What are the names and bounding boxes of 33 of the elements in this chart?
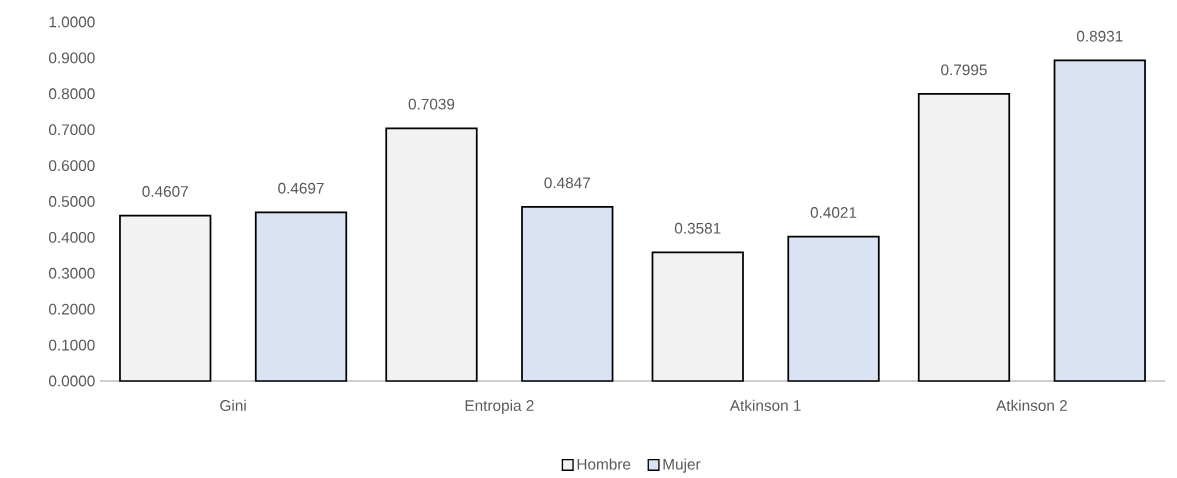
data-label: 0.4847 <box>544 177 590 189</box>
data-label: 0.8931 <box>1076 30 1123 42</box>
x-tick-label: Atkinson 2 <box>996 399 1067 411</box>
data-label: 0.4021 <box>810 207 857 218</box>
bar <box>651 251 744 382</box>
x-tick-label: Entropia 2 <box>465 399 534 414</box>
data-label: 0.3581 <box>674 222 721 234</box>
bar <box>385 127 478 382</box>
y-tick-label: 0.1000 <box>49 339 95 351</box>
data-label: 0.7995 <box>941 64 987 76</box>
y-tick-label: 1.0000 <box>49 16 95 28</box>
data-label: 0.7039 <box>408 98 455 110</box>
y-tick-label: 0.9000 <box>49 52 95 64</box>
y-tick-label: 0.0000 <box>49 375 95 387</box>
legend-label: Hombre <box>577 458 631 470</box>
legend-label: Mujer <box>663 458 701 473</box>
bar <box>787 235 880 382</box>
y-tick-label: 0.7000 <box>49 124 95 136</box>
y-tick-label: 0.4000 <box>49 231 95 243</box>
data-label: 0.4697 <box>278 182 324 194</box>
x-tick-label: Atkinson 1 <box>729 399 801 411</box>
bar <box>1053 59 1146 382</box>
bar <box>917 93 1011 382</box>
bar <box>521 206 614 382</box>
bar <box>254 211 348 382</box>
bar <box>119 214 212 382</box>
y-tick-label: 0.8000 <box>49 88 95 100</box>
data-label: 0.4607 <box>142 186 188 197</box>
y-tick-label: 0.5000 <box>49 196 95 207</box>
y-tick-label: 0.6000 <box>49 160 95 172</box>
y-tick-label: 0.2000 <box>49 303 95 315</box>
y-tick-label: 0.3000 <box>49 267 95 279</box>
x-tick-label: Gini <box>220 399 246 411</box>
